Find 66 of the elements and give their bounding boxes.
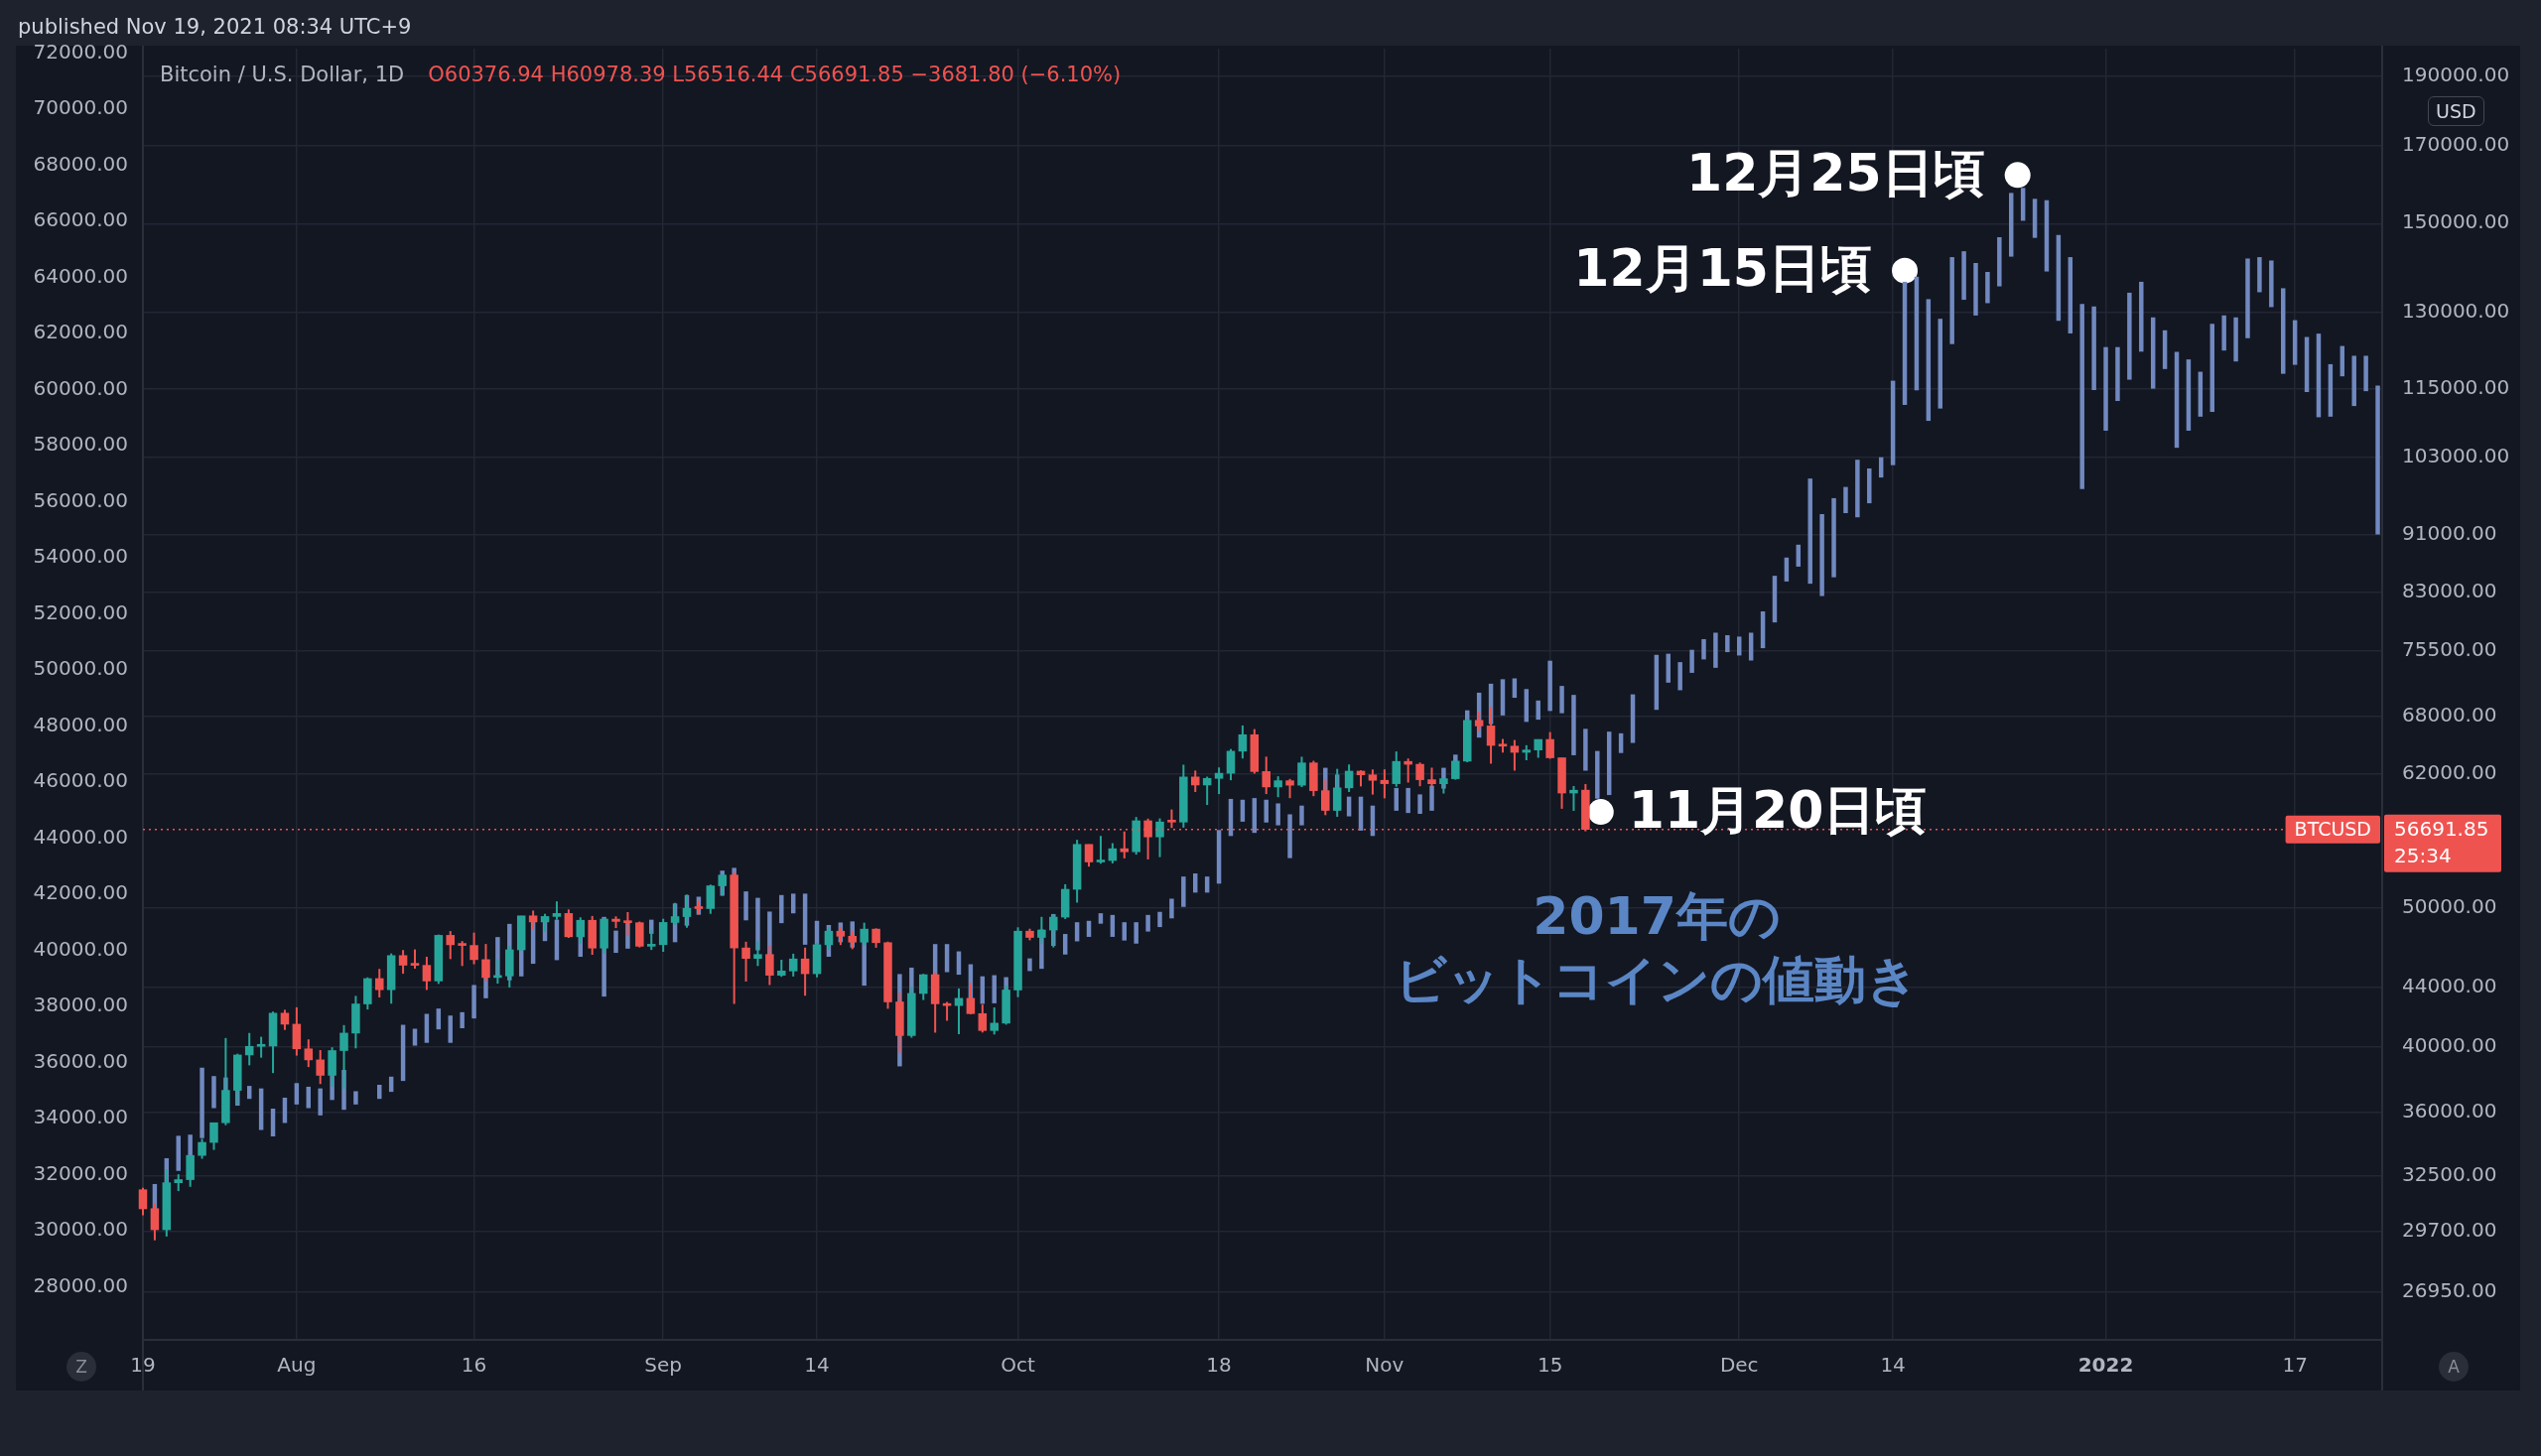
x-tick-label: 15 [1537,1353,1563,1378]
y-tick-label: 50000.00 [33,656,128,681]
y-tick-label: 28000.00 [33,1272,128,1297]
y2-tick-label: 91000.00 [2402,520,2497,545]
text: 25:34 [2394,843,2452,867]
y-tick-label: 62000.00 [33,320,128,344]
y-tick-label: 68000.00 [33,151,128,176]
y-tick-label: 30000.00 [33,1217,128,1242]
text: 56691.85 [2394,816,2489,841]
y-tick-label: 72000.00 [33,40,128,64]
y-tick-label: 66000.00 [33,207,128,232]
x-tick-label: 2022 [2077,1353,2134,1378]
x-tick-label: Oct [1001,1353,1035,1378]
text: published Nov 19, 2021 08:34 UTC+9 [18,14,412,40]
x-tick-label: 14 [1880,1353,1906,1378]
annotation: 12月25日頃 [1685,142,1985,202]
y2-tick-label: 130000.00 [2402,299,2510,324]
y-tick-label: 56000.00 [33,487,128,512]
y2-tick-label: 40000.00 [2402,1032,2497,1057]
y-tick-label: 34000.00 [33,1105,128,1129]
text: Bitcoin / U.S. Dollar, 1D [160,63,405,87]
y2-tick-label: 190000.00 [2402,63,2510,87]
y-tick-label: 70000.00 [33,95,128,120]
x-tick-label: Aug [277,1353,317,1378]
x-tick-label: 19 [130,1353,156,1378]
y-tick-label: 32000.00 [33,1160,128,1185]
annotation: 11月20日頃 [1628,779,1928,840]
y2-tick-label: 150000.00 [2402,209,2510,234]
y2-tick-label: 44000.00 [2402,973,2497,997]
y-tick-label: 46000.00 [33,768,128,793]
y2-tick-label: 68000.00 [2402,702,2497,727]
y2-tick-label: 75500.00 [2402,637,2497,662]
y2-tick-label: 29700.00 [2402,1218,2497,1243]
annotation: ビットコインの値動き [1395,949,1920,1009]
y2-tick-label: 115000.00 [2402,375,2510,400]
ref-line-label: BTCUSD [2294,817,2372,840]
y2-axis-title: USD [2428,96,2484,126]
y-tick-label: 60000.00 [33,375,128,400]
x-tick-label: 16 [461,1353,487,1378]
x-tick-label: 17 [2282,1353,2308,1378]
y-tick-label: 64000.00 [33,263,128,288]
y-tick-label: 38000.00 [33,993,128,1017]
y-tick-label: 58000.00 [33,432,128,457]
y-tick-label: 44000.00 [33,824,128,849]
y-tick-label: 42000.00 [33,880,128,905]
x-tick-label: Dec [1719,1353,1759,1378]
y2-tick-label: 170000.00 [2402,131,2510,156]
y-tick-label: 52000.00 [33,599,128,624]
y-tick-label: 54000.00 [33,544,128,569]
x-tick-label: Sep [644,1353,683,1378]
y-tick-label: 40000.00 [33,936,128,961]
y2-tick-label: 26950.00 [2402,1278,2497,1303]
y2-tick-label: 36000.00 [2402,1098,2497,1123]
y2-tick-label: 83000.00 [2402,578,2497,602]
annotation: 12月15日頃 [1573,238,1873,299]
y2-tick-label: 32500.00 [2402,1161,2497,1186]
y-tick-label: 36000.00 [33,1048,128,1073]
text: O60376.94 H60978.39 L56516.44 C56691.85 −3681.80 (−6.10%) [428,63,1122,87]
x-tick-label: 18 [1206,1353,1232,1378]
y-tick-label: 48000.00 [33,712,128,736]
y2-tick-label: 103000.00 [2402,444,2510,468]
x-tick-label: 14 [804,1353,830,1378]
x-tick-label: Nov [1365,1353,1404,1378]
y2-tick-label: 62000.00 [2402,759,2497,784]
y2-tick-label: 50000.00 [2402,893,2497,918]
annotation: 2017年の [1533,885,1781,946]
